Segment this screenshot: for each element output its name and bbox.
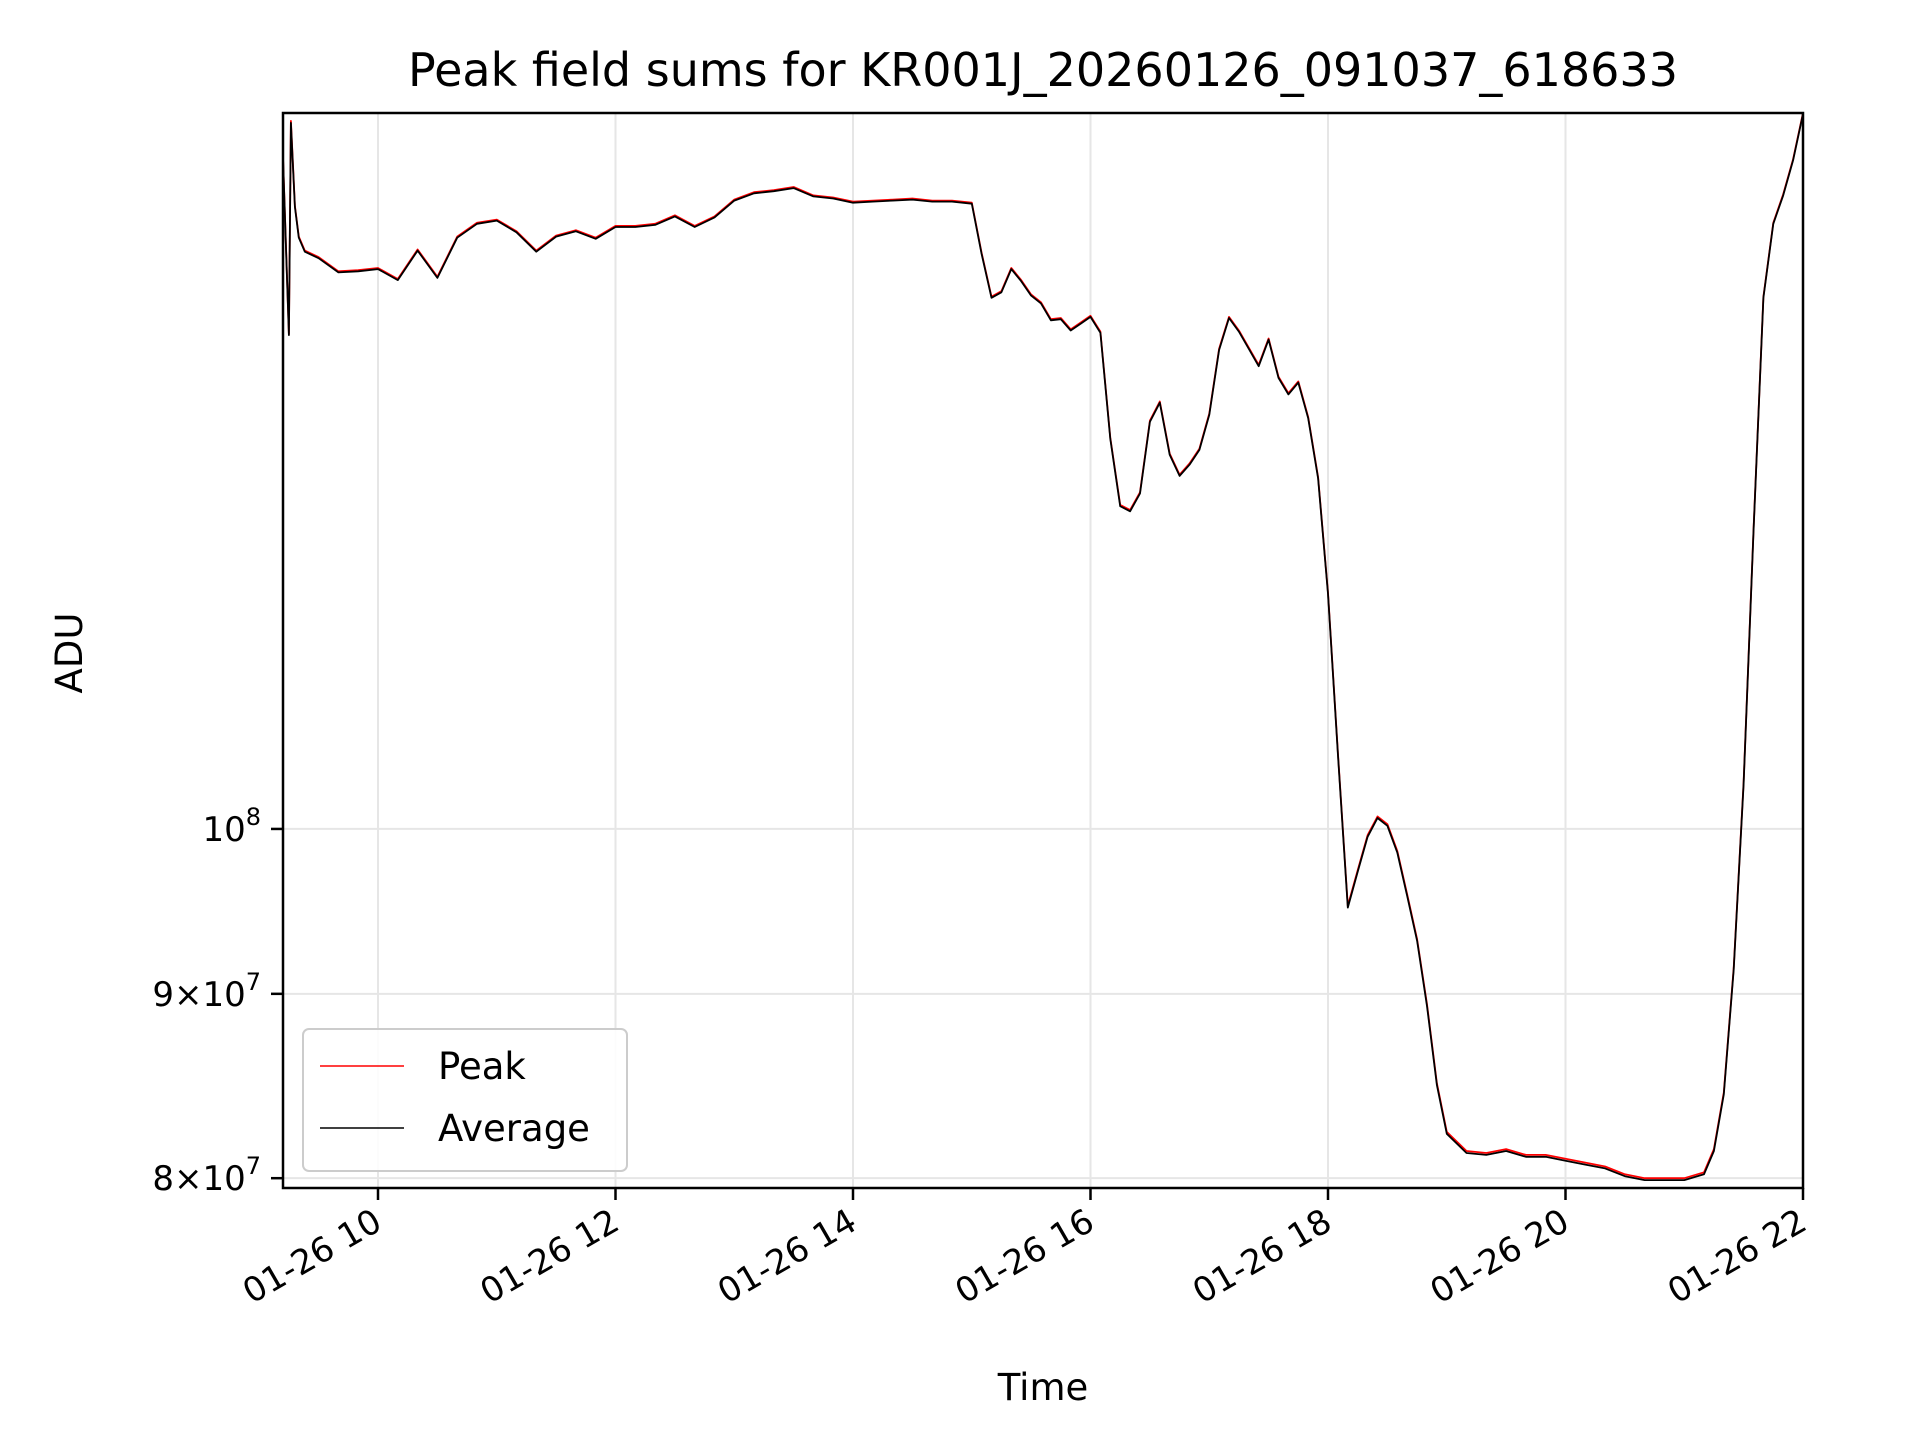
y-axis: 8×107 9×107 108	[152, 803, 283, 1199]
y-axis-label: ADU	[48, 613, 91, 694]
legend-box	[302, 1028, 628, 1172]
y-tick-label: 9×107	[152, 968, 261, 1015]
legend-label-average: Average	[438, 1107, 590, 1150]
y-tick-label: 8×107	[152, 1152, 261, 1199]
x-axis-label: Time	[997, 1366, 1089, 1409]
plot-area	[282, 112, 1804, 1181]
y-tick-label: 108	[202, 803, 261, 850]
plot-frame	[281, 111, 1805, 1190]
chart-title: Peak field sums for KR001J_20260126_0910…	[408, 43, 1678, 97]
series-line-average	[282, 113, 1804, 1181]
legend: Peak Average	[302, 1028, 628, 1172]
legend-label-peak: Peak	[438, 1045, 526, 1088]
